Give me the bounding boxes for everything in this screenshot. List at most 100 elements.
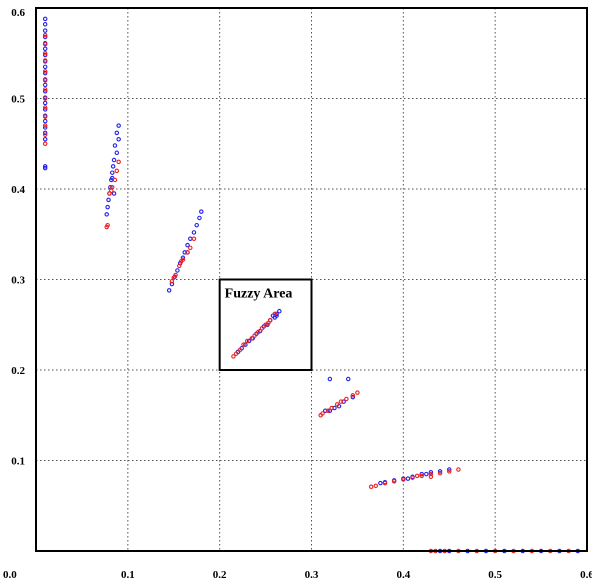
data-point: [169, 279, 175, 284]
data-point: [42, 69, 48, 74]
x-tick-label: 0.6: [580, 569, 592, 581]
data-point: [401, 477, 406, 482]
data-point: [194, 222, 199, 228]
data-point: [414, 473, 420, 479]
data-point: [114, 150, 120, 156]
y-tick-label: 0.5: [11, 94, 25, 106]
data-point: [180, 255, 186, 261]
data-point: [188, 245, 193, 251]
data-point: [191, 236, 197, 242]
data-point: [42, 114, 48, 119]
data-point: [116, 159, 121, 165]
data-point: [106, 197, 111, 203]
data-point: [428, 470, 434, 475]
data-point: [391, 479, 397, 484]
data-point: [323, 408, 328, 413]
data-point: [105, 204, 110, 210]
data-point: [334, 402, 340, 407]
plot-frame: [35, 7, 588, 552]
y-tick-label: 0.6: [11, 7, 25, 19]
data-point: [332, 405, 337, 411]
y-tick-label: 0.2: [11, 365, 25, 377]
grid-lines: [36, 8, 587, 551]
data-point: [437, 470, 443, 476]
data-point: [171, 275, 177, 280]
data-point: [116, 123, 121, 128]
data-point: [259, 326, 265, 331]
data-point: [419, 471, 424, 477]
x-tick-label: 0.4: [396, 569, 410, 581]
data-point: [42, 165, 48, 171]
data-point: [344, 396, 349, 402]
data-point: [410, 475, 415, 480]
data-point: [42, 130, 48, 136]
data-point: [42, 50, 48, 56]
data-point: [42, 32, 48, 38]
x-tick-label: 0.3: [305, 569, 319, 581]
data-point: [252, 333, 257, 338]
data-point: [42, 64, 48, 70]
data-point: [191, 230, 197, 235]
data-point: [42, 141, 48, 147]
data-point: [237, 347, 243, 353]
data-point: [341, 399, 346, 404]
data-point: [42, 22, 48, 27]
data-point: [111, 157, 117, 163]
fuzzy-area-box: [218, 278, 313, 371]
data-point: [42, 46, 48, 51]
data-point: [243, 342, 248, 347]
fuzzy-area-label: Fuzzy Area: [225, 287, 293, 302]
data-point: [274, 311, 279, 317]
data-point: [42, 164, 48, 169]
data-point: [42, 107, 48, 112]
data-point: [42, 16, 48, 22]
data-point: [42, 58, 48, 63]
data-point: [112, 177, 118, 183]
data-point: [329, 405, 334, 411]
data-point: [110, 164, 116, 169]
data-point: [272, 311, 278, 317]
data-point: [318, 412, 323, 418]
data-point: [266, 320, 271, 326]
data-point: [42, 78, 48, 83]
x-tick-label: 0.2: [213, 569, 227, 581]
data-point: [325, 408, 331, 413]
data-point: [231, 354, 236, 359]
y-tick-label: 0.4: [11, 184, 25, 196]
data-point: [249, 336, 255, 341]
data-point: [177, 263, 182, 269]
data-point: [350, 393, 356, 398]
data-point: [456, 467, 461, 472]
data-point: [244, 338, 250, 344]
data-point: [42, 41, 48, 47]
data-point: [182, 250, 188, 255]
data-point: [428, 471, 434, 477]
data-point: [116, 136, 121, 142]
data-point: [419, 473, 424, 479]
x-tick-label: 0.0: [3, 569, 17, 581]
data-point: [378, 480, 383, 486]
data-point: [185, 242, 190, 248]
data-point: [42, 100, 48, 106]
data-point: [42, 123, 48, 128]
data-point: [188, 236, 193, 242]
data-point: [42, 136, 48, 142]
data-point: [241, 342, 246, 347]
data-point: [166, 288, 172, 293]
data-point: [424, 471, 429, 477]
data-point: [169, 281, 175, 287]
data-point: [350, 394, 356, 400]
data-point: [112, 143, 118, 148]
data-point: [437, 469, 443, 474]
data-point: [277, 308, 282, 314]
data-point: [178, 259, 184, 264]
data-point: [42, 89, 48, 94]
data-point: [114, 130, 120, 136]
data-point: [255, 329, 261, 335]
data-point: [42, 118, 48, 124]
tick-labels: 0.0 0.1 0.2 0.3 0.4 0.5 0.6 0.1 0.2 0.3 0.4 0.5 0.6: [3, 7, 592, 581]
data-point: [373, 483, 379, 489]
data-point: [368, 484, 374, 489]
data-point: [42, 132, 48, 137]
data-point: [109, 170, 115, 175]
